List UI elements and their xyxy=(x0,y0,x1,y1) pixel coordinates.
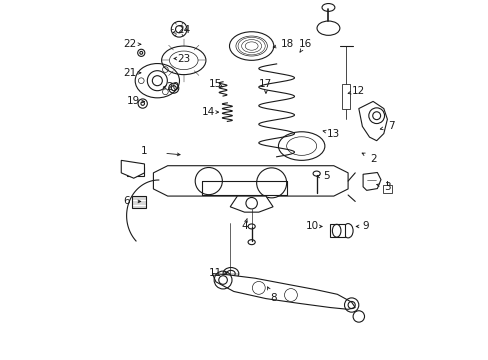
Polygon shape xyxy=(126,167,144,176)
Text: 1: 1 xyxy=(141,147,147,157)
Text: 17: 17 xyxy=(259,78,272,89)
Circle shape xyxy=(252,282,264,294)
Text: 9: 9 xyxy=(362,221,368,231)
Text: 16: 16 xyxy=(298,39,311,49)
Circle shape xyxy=(195,167,222,195)
Text: 21: 21 xyxy=(123,68,137,78)
Text: 15: 15 xyxy=(209,78,222,89)
Text: 24: 24 xyxy=(177,25,190,35)
Text: 18: 18 xyxy=(280,39,293,49)
Polygon shape xyxy=(153,166,347,196)
Circle shape xyxy=(256,168,286,198)
Text: 12: 12 xyxy=(351,86,365,96)
Polygon shape xyxy=(358,102,386,141)
Circle shape xyxy=(284,289,297,301)
Text: 2: 2 xyxy=(369,154,376,163)
Text: 5: 5 xyxy=(323,171,329,181)
Text: 4: 4 xyxy=(241,221,247,231)
Text: 10: 10 xyxy=(305,221,318,231)
Polygon shape xyxy=(230,196,272,212)
Polygon shape xyxy=(363,172,380,190)
Polygon shape xyxy=(382,185,391,193)
Text: 14: 14 xyxy=(202,107,215,117)
Bar xyxy=(329,224,344,237)
Text: 8: 8 xyxy=(269,293,276,303)
Bar xyxy=(132,197,146,208)
Text: 13: 13 xyxy=(326,129,340,139)
Bar xyxy=(342,84,349,109)
Text: 11: 11 xyxy=(209,268,222,278)
Polygon shape xyxy=(212,274,354,309)
Polygon shape xyxy=(121,160,144,178)
Text: 20: 20 xyxy=(166,82,179,92)
Text: 19: 19 xyxy=(127,96,140,107)
Text: 6: 6 xyxy=(123,197,130,206)
Text: 7: 7 xyxy=(387,121,393,131)
Text: 3: 3 xyxy=(383,182,390,192)
Text: 22: 22 xyxy=(123,39,137,49)
Text: 23: 23 xyxy=(177,54,190,64)
